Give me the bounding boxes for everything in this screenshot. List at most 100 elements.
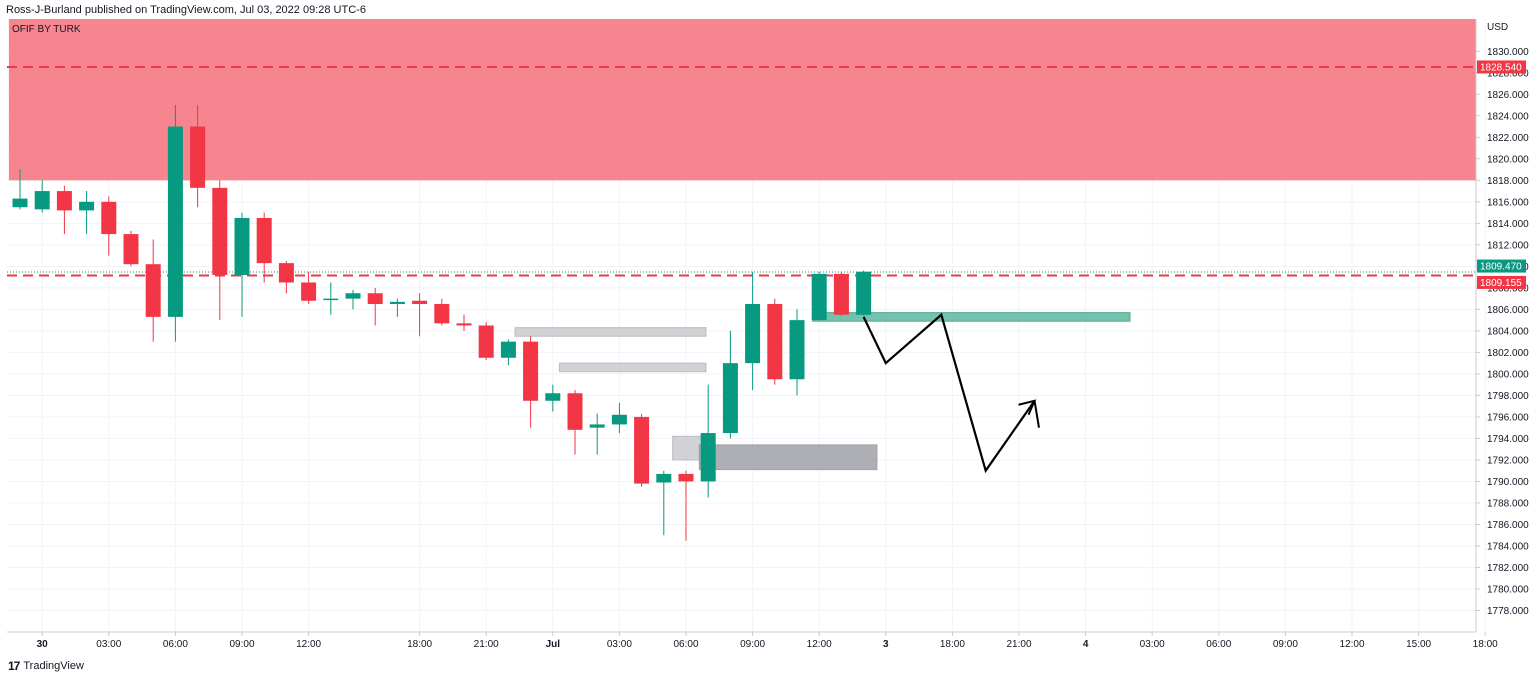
- fvg-zone-dark: [698, 444, 878, 471]
- projection-path: [862, 312, 1040, 474]
- price-label-text: 1809.155: [1480, 278, 1522, 289]
- time-tick-label: 21:00: [1006, 639, 1031, 650]
- candle: [434, 298, 450, 326]
- time-tick-label: 06:00: [1206, 639, 1231, 650]
- candle-body: [833, 273, 849, 315]
- time-tick-label: 18:00: [940, 639, 965, 650]
- candle: [56, 185, 72, 235]
- candle-body: [456, 323, 472, 326]
- indicator-label: OFIF BY TURK: [12, 24, 81, 35]
- candle-body: [611, 414, 627, 425]
- candle: [856, 270, 872, 316]
- time-tick-label: Jul: [546, 639, 561, 650]
- candle: [34, 180, 50, 213]
- candle-body: [12, 198, 28, 208]
- candle: [656, 470, 672, 536]
- tradingview-brand: TradingView: [23, 660, 84, 672]
- time-tick-label: 12:00: [807, 639, 832, 650]
- candle-body: [634, 416, 650, 484]
- candle-body: [345, 293, 361, 299]
- time-tick-label: 21:00: [474, 639, 499, 650]
- candle-body: [79, 201, 95, 211]
- price-tick-label: 1786.000: [1487, 520, 1529, 531]
- time-tick-label: 15:00: [1406, 639, 1431, 650]
- candle-body: [190, 126, 206, 188]
- tradingview-logo[interactable]: 17 TradingView: [8, 659, 84, 673]
- time-axis: 30 03:00 06:00 09:00 12:00 18:00 21:00 Jul 03:00…: [7, 631, 1498, 650]
- candle: [545, 384, 561, 412]
- price-tick-label: 1782.000: [1487, 563, 1529, 574]
- candle: [101, 196, 117, 256]
- time-tick-label: 03:00: [607, 639, 632, 650]
- candle: [700, 384, 716, 498]
- candle-body: [234, 217, 250, 275]
- price-tick-label: 1828.000: [1487, 68, 1529, 79]
- candle-body: [212, 187, 228, 275]
- price-tick-label: 1804.000: [1487, 326, 1529, 337]
- price-label-box: [1477, 259, 1526, 273]
- fvg-zone: [558, 362, 707, 373]
- price-tick-label: 1784.000: [1487, 541, 1529, 552]
- candle: [523, 336, 539, 428]
- price-tick-label: 1792.000: [1487, 455, 1529, 466]
- time-tick-label: 18:00: [1473, 639, 1498, 650]
- candle-body: [101, 201, 117, 235]
- price-tick-label: 1800.000: [1487, 369, 1529, 380]
- candle: [79, 191, 95, 235]
- zones-layer: [8, 19, 1476, 471]
- tradingview-mark-icon: 17: [8, 659, 20, 673]
- candle: [767, 298, 783, 385]
- candle-body: [523, 341, 539, 401]
- price-tick-label: 1806.000: [1487, 305, 1529, 316]
- candle: [278, 260, 294, 294]
- price-labels-layer: 1828.540 1809.155 1809.470: [1477, 60, 1526, 289]
- price-label-text: 1828.540: [1480, 62, 1522, 73]
- price-axis-currency: USD: [1487, 22, 1508, 33]
- candle: [256, 212, 272, 283]
- candle: [367, 287, 383, 326]
- candle-body: [678, 473, 694, 482]
- candle-body: [567, 393, 583, 430]
- price-tick-label: 1826.000: [1487, 90, 1529, 101]
- candle: [634, 413, 650, 487]
- candle-body: [389, 301, 405, 304]
- candle-body: [434, 303, 450, 324]
- candle: [478, 322, 494, 360]
- price-tick-label: 1830.000: [1487, 47, 1529, 58]
- price-tick-label: 1818.000: [1487, 176, 1529, 187]
- candle: [678, 470, 694, 541]
- candle: [190, 105, 206, 208]
- time-tick-label: 12:00: [296, 639, 321, 650]
- candle: [212, 180, 228, 321]
- candle: [12, 169, 28, 210]
- price-label-box: [1477, 60, 1526, 74]
- candle-body: [745, 303, 761, 364]
- price-label-text: 1809.470: [1480, 262, 1522, 273]
- candle-body: [700, 433, 716, 482]
- price-tick-label: 1794.000: [1487, 434, 1529, 445]
- levels-layer: [7, 65, 1476, 277]
- fvg-zone: [514, 327, 707, 337]
- candle: [833, 271, 849, 316]
- price-tick-label: 1778.000: [1487, 606, 1529, 617]
- candle-body: [545, 393, 561, 401]
- price-tick-label: 1816.000: [1487, 197, 1529, 208]
- time-tick-label: 4: [1083, 639, 1089, 650]
- candles-layer: [12, 105, 872, 541]
- candle: [567, 390, 583, 455]
- price-tick-label: 1788.000: [1487, 498, 1529, 509]
- time-tick-label: 3: [883, 639, 889, 650]
- time-tick-label: 06:00: [163, 639, 188, 650]
- time-tick-label: 18:00: [407, 639, 432, 650]
- time-tick-label: 09:00: [229, 639, 254, 650]
- candle: [167, 105, 183, 342]
- time-tick-label: 09:00: [740, 639, 765, 650]
- candle: [323, 282, 339, 315]
- candle-body: [56, 191, 72, 211]
- time-tick-label: 03:00: [96, 639, 121, 650]
- price-tick-label: 1790.000: [1487, 477, 1529, 488]
- candle-body: [656, 473, 672, 483]
- candle-body: [323, 298, 339, 301]
- candle-body: [278, 263, 294, 283]
